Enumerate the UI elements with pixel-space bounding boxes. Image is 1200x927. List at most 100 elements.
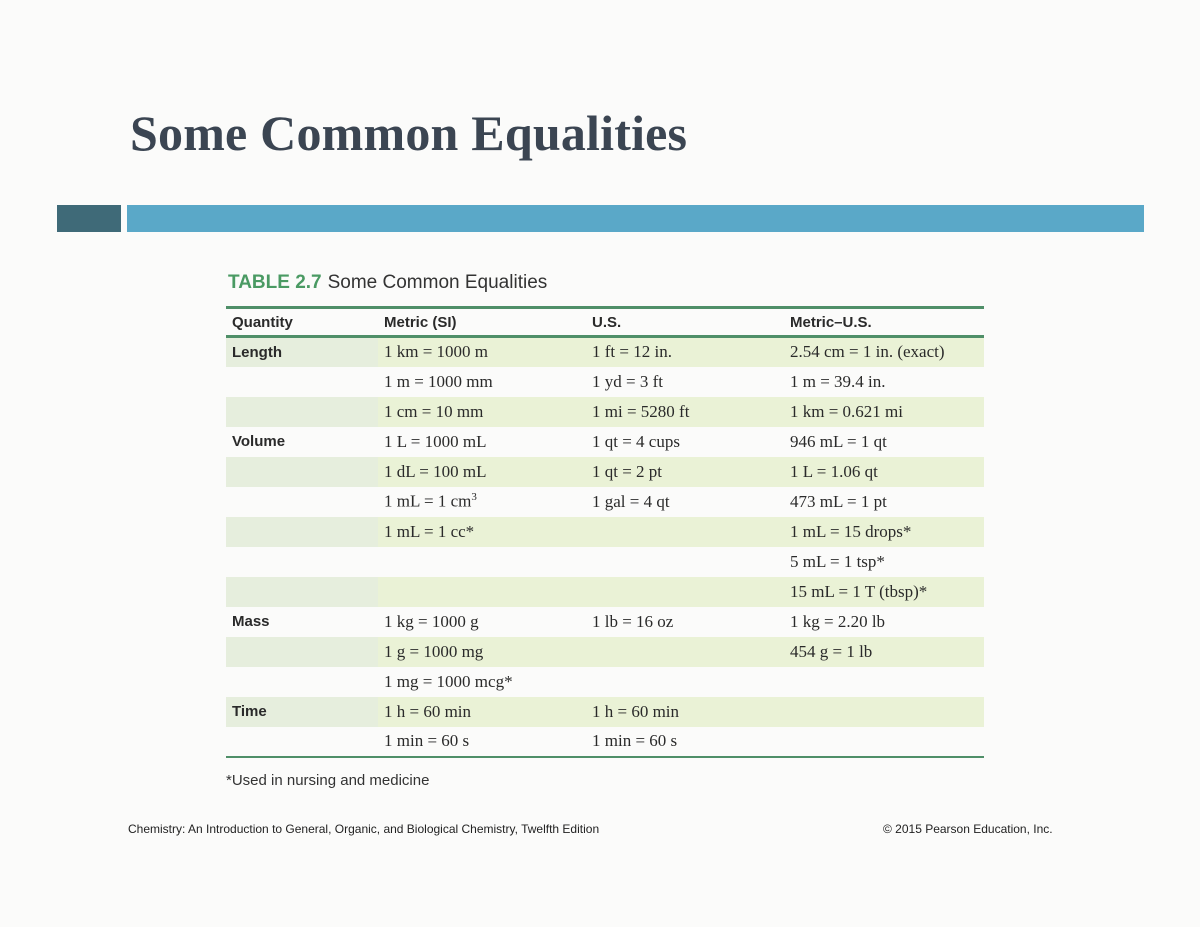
us-cell-text: 1 h = 60 min (592, 701, 680, 721)
table-caption: TABLE 2.7 Some Common Equalities (228, 272, 547, 294)
metric-cell: 1 mL = 1 cc* (378, 516, 586, 547)
table-row: 1 m = 1000 mm 1 yd = 3 ft 1 m = 39.4 in. (226, 367, 984, 397)
table-row: Mass 1 kg = 1000 g 1 lb = 16 oz 1 kg = 2.20… (226, 607, 984, 637)
metric-us-cell-text: 1 m = 39.4 in. (790, 371, 886, 391)
metric-cell: 1 mg = 1000 mcg* (378, 667, 586, 697)
metric-us-cell (784, 727, 984, 757)
metric-cell (378, 547, 586, 577)
metric-cell-text: 1 h = 60 min (384, 701, 472, 721)
metric-cell-text: 1 L = 1000 mL (384, 431, 487, 451)
table-number: TABLE 2.7 (228, 272, 322, 293)
table-footnote: *Used in nursing and medicine (226, 772, 430, 789)
metric-us-cell-text: 946 mL = 1 qt (790, 431, 887, 451)
us-cell: 1 ft = 12 in. (586, 336, 784, 367)
header-metric-us: Metric–U.S. (790, 313, 872, 331)
quantity-cell (226, 487, 378, 517)
quantity-cell-text: Volume (232, 433, 286, 450)
table-header-row: Quantity Metric (SI) U.S. Metric–U.S. (226, 307, 984, 337)
us-cell: 1 gal = 4 qt (586, 487, 784, 517)
metric-cell-text: 1 m = 1000 mm (384, 371, 493, 391)
quantity-cell (226, 396, 378, 427)
us-cell: 1 h = 60 min (586, 696, 784, 727)
us-cell: 1 qt = 2 pt (586, 456, 784, 487)
metric-cell: 1 min = 60 s (378, 727, 586, 757)
metric-us-cell (784, 696, 984, 727)
metric-us-cell: 15 mL = 1 T (tbsp)* (784, 576, 984, 607)
metric-us-cell-text: 473 mL = 1 pt (790, 491, 887, 511)
slide-title: Some Common Equalities (130, 105, 688, 161)
metric-us-cell-text: 1 km = 0.621 mi (790, 401, 904, 421)
quantity-cell (226, 636, 378, 667)
us-cell-text: 1 qt = 4 cups (592, 431, 680, 451)
quantity-cell: Time (226, 696, 378, 727)
header-metric: Metric (SI) (384, 313, 457, 331)
metric-us-cell: 5 mL = 1 tsp* (784, 547, 984, 577)
table-row: Length 1 km = 1000 m 1 ft = 12 in. 2.54 cm … (226, 336, 984, 367)
quantity-cell (226, 456, 378, 487)
us-cell: 1 yd = 3 ft (586, 367, 784, 397)
table-row: 1 cm = 10 mm 1 mi = 5280 ft 1 km = 0.621 m… (226, 396, 984, 427)
table-row: 1 g = 1000 mg 454 g = 1 lb (226, 636, 984, 667)
metric-us-cell-text: 15 mL = 1 T (tbsp)* (790, 581, 928, 601)
metric-cell-text: 1 min = 60 s (384, 731, 470, 750)
metric-us-cell: 473 mL = 1 pt (784, 487, 984, 517)
us-cell: 1 min = 60 s (586, 727, 784, 757)
table-row: 1 mg = 1000 mcg* (226, 667, 984, 697)
equalities-table: Quantity Metric (SI) U.S. Metric–U.S. Le… (226, 306, 984, 758)
metric-cell (378, 576, 586, 607)
metric-us-cell-text: 1 kg = 2.20 lb (790, 611, 886, 631)
metric-us-cell: 1 m = 39.4 in. (784, 367, 984, 397)
metric-cell: 1 cm = 10 mm (378, 396, 586, 427)
superscript: 3 (471, 491, 477, 504)
quantity-cell: Volume (226, 427, 378, 457)
us-cell: 1 qt = 4 cups (586, 427, 784, 457)
metric-cell-text: 1 g = 1000 mg (384, 641, 484, 661)
us-cell-text: 1 yd = 3 ft (592, 371, 663, 391)
metric-us-cell-text: 1 L = 1.06 qt (790, 461, 878, 481)
metric-cell-text: 1 dL = 100 mL (384, 461, 487, 481)
metric-cell-text: 1 mg = 1000 mcg* (384, 671, 513, 691)
us-cell (586, 516, 784, 547)
metric-cell: 1 L = 1000 mL (378, 427, 586, 457)
metric-us-cell (784, 667, 984, 697)
metric-cell-text: 1 cm = 10 mm (384, 401, 484, 421)
us-cell-text: 1 ft = 12 in. (592, 342, 672, 362)
metric-us-cell: 1 kg = 2.20 lb (784, 607, 984, 637)
metric-us-cell: 1 km = 0.621 mi (784, 396, 984, 427)
metric-us-cell: 1 L = 1.06 qt (784, 456, 984, 487)
table-row: 1 min = 60 s 1 min = 60 s (226, 727, 984, 757)
table-row: Volume 1 L = 1000 mL 1 qt = 4 cups 946 mL =… (226, 427, 984, 457)
metric-cell-text: 1 km = 1000 m (384, 342, 489, 362)
table-row: Time 1 h = 60 min 1 h = 60 min (226, 696, 984, 727)
metric-cell: 1 h = 60 min (378, 696, 586, 727)
table-row: 15 mL = 1 T (tbsp)* (226, 576, 984, 607)
us-cell-text: 1 min = 60 s (592, 731, 678, 750)
equalities-table-container: Quantity Metric (SI) U.S. Metric–U.S. Le… (226, 306, 984, 758)
quantity-cell (226, 667, 378, 697)
quantity-cell-text: Mass (232, 613, 270, 630)
us-cell (586, 667, 784, 697)
table-row: 1 mL = 1 cc* 1 mL = 15 drops* (226, 516, 984, 547)
quantity-cell: Length (226, 336, 378, 367)
footer-citation: Chemistry: An Introduction to General, O… (128, 822, 600, 836)
us-cell (586, 576, 784, 607)
footer-copyright: © 2015 Pearson Education, Inc. (883, 822, 1053, 836)
quantity-cell: Mass (226, 607, 378, 637)
metric-us-cell: 1 mL = 15 drops* (784, 516, 984, 547)
quantity-cell (226, 547, 378, 577)
quantity-cell-text: Length (232, 343, 282, 361)
metric-us-cell: 454 g = 1 lb (784, 636, 984, 667)
metric-us-cell-text: 5 mL = 1 tsp* (790, 551, 885, 571)
us-cell (586, 636, 784, 667)
metric-cell: 1 g = 1000 mg (378, 636, 586, 667)
us-cell: 1 lb = 16 oz (586, 607, 784, 637)
title-bar-accent (57, 205, 121, 232)
metric-cell: 1 m = 1000 mm (378, 367, 586, 397)
table-row: 5 mL = 1 tsp* (226, 547, 984, 577)
header-quantity: Quantity (232, 313, 293, 331)
table-row: 1 mL = 1 cm3 1 gal = 4 qt 473 mL = 1 pt (226, 487, 984, 517)
us-cell-text: 1 lb = 16 oz (592, 611, 674, 631)
us-cell-text: 1 qt = 2 pt (592, 461, 663, 481)
title-bar (127, 205, 1144, 232)
us-cell-text: 1 mi = 5280 ft (592, 401, 690, 421)
